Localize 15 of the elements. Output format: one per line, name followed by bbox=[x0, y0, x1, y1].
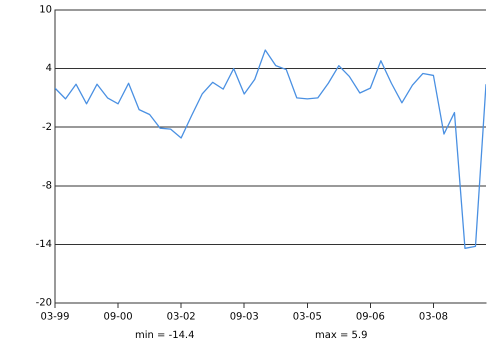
y-tick-label: 4 bbox=[46, 63, 52, 74]
x-tick-label: 09-06 bbox=[356, 312, 385, 323]
y-tick-label: -20 bbox=[36, 298, 52, 309]
y-tick-label: -14 bbox=[36, 238, 52, 250]
x-tick-label: 03-05 bbox=[292, 312, 322, 323]
text: min = -14.4 bbox=[135, 330, 194, 341]
y-tick-label: 10 bbox=[39, 4, 52, 16]
x-tick-label: 03-99 bbox=[40, 312, 70, 323]
y-tick-label: -2 bbox=[42, 122, 52, 133]
y-tick-label: -8 bbox=[42, 180, 52, 192]
x-tick-label: 03-02 bbox=[166, 312, 196, 323]
x-tick-label: 09-03 bbox=[230, 312, 259, 323]
text: max = 5.9 bbox=[315, 330, 368, 341]
x-tick-label: 09-00 bbox=[104, 312, 133, 323]
x-tick-label: 03-08 bbox=[418, 312, 448, 323]
